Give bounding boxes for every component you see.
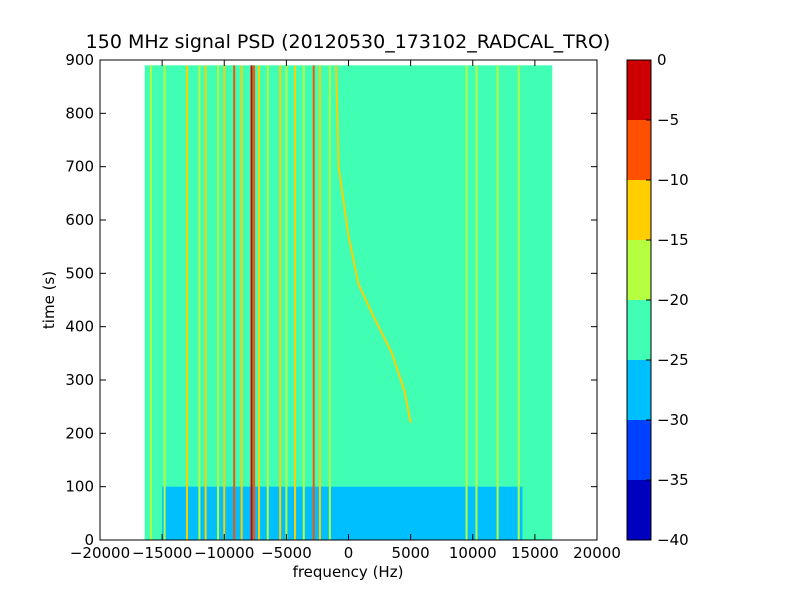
colorbar-bin-5 xyxy=(627,180,651,240)
y-axis: 0 100 200 300 400 500 600 700 800 900 xyxy=(65,51,597,549)
colorbar-bin-6 xyxy=(627,120,651,180)
y-tick-label: 200 xyxy=(65,424,94,442)
heatmap-low-noise-region xyxy=(162,486,523,540)
colorbar-bin-4 xyxy=(627,240,651,300)
y-tick-label: 0 xyxy=(84,531,94,549)
chart-title: 150 MHz signal PSD (20120530_173102_RADC… xyxy=(86,31,611,53)
x-tick-label: 10000 xyxy=(449,544,497,562)
colorbar-bin-2 xyxy=(627,360,651,420)
colorbar-bin-3 xyxy=(627,300,651,360)
x-tick-label: −10000 xyxy=(194,544,254,562)
colorbar-tick-label: −5 xyxy=(657,111,679,129)
y-tick-label: 100 xyxy=(65,478,94,496)
x-axis-label: frequency (Hz) xyxy=(293,563,404,581)
y-tick-label: 800 xyxy=(65,104,94,122)
x-axis: −20000 −15000 −10000 −5000 0 5000 10000 15000 20… xyxy=(70,60,621,562)
x-tick-label: 20000 xyxy=(573,544,621,562)
x-tick-label: 5000 xyxy=(392,544,430,562)
colorbar-tick-label: −30 xyxy=(657,411,689,429)
colorbar-tick-label: −25 xyxy=(657,351,689,369)
y-axis-label: time (s) xyxy=(40,271,58,329)
y-tick-label: 700 xyxy=(65,158,94,176)
y-tick-label: 400 xyxy=(65,318,94,336)
x-tick-label: −5000 xyxy=(261,544,312,562)
colorbar-tick-label: −20 xyxy=(657,291,689,309)
x-tick-label: −20000 xyxy=(70,544,130,562)
colorbar-axis: 0 −5 −10 −15 −20 −25 −30 −35 −40 xyxy=(646,51,689,549)
x-tick-label: 0 xyxy=(344,544,354,562)
colorbar-tick-label: 0 xyxy=(657,51,667,69)
colorbar xyxy=(626,59,652,541)
signal-bands xyxy=(149,65,520,540)
y-tick-label: 900 xyxy=(65,51,94,69)
x-tick-label: −15000 xyxy=(132,544,192,562)
drift-track-layer xyxy=(335,65,412,423)
y-tick-label: 300 xyxy=(65,371,94,389)
y-tick-label: 600 xyxy=(65,211,94,229)
drift-track xyxy=(335,65,412,423)
colorbar-bin-1 xyxy=(627,420,651,480)
colorbar-bin-7 xyxy=(627,60,651,120)
colorbar-tick-label: −15 xyxy=(657,231,689,249)
heatmap-background xyxy=(144,65,553,540)
colorbar-bin-0 xyxy=(627,480,651,540)
x-tick-label: 15000 xyxy=(511,544,559,562)
y-tick-label: 500 xyxy=(65,264,94,282)
colorbar-tick-label: −40 xyxy=(657,531,689,549)
colorbar-tick-label: −35 xyxy=(657,471,689,489)
colorbar-tick-label: −10 xyxy=(657,171,689,189)
heatmap-layer xyxy=(144,65,553,540)
plot-area xyxy=(144,65,553,540)
